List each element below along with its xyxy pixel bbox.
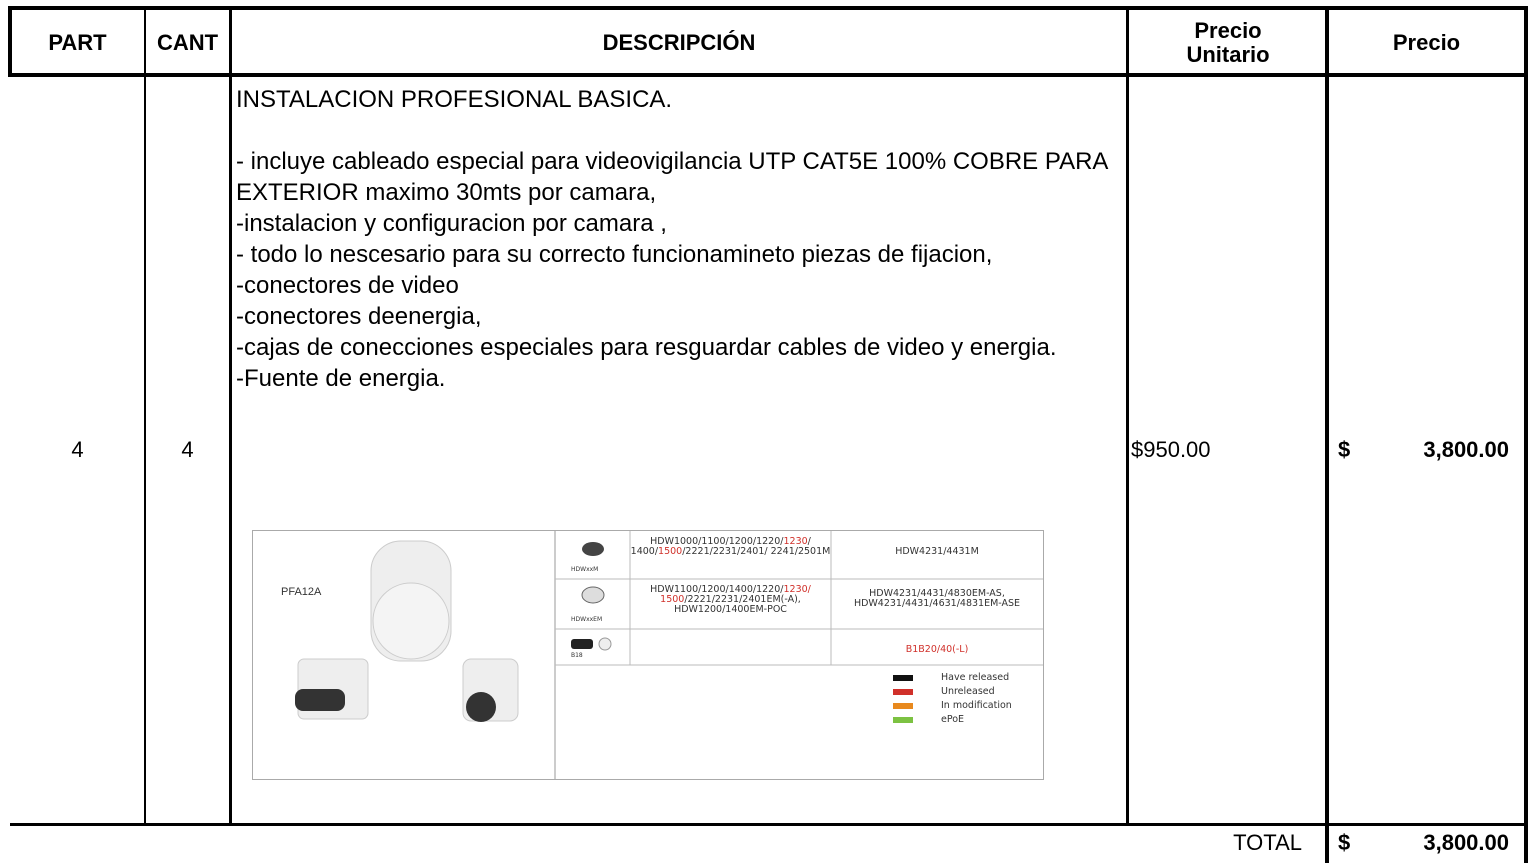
model-text: / 1400/ xyxy=(630,536,811,557)
total-label: TOTAL xyxy=(1233,830,1302,855)
border xyxy=(1126,6,1129,826)
product-name: PFA12A xyxy=(281,586,322,598)
model-text: /2221/2231/2401/ 2241/2501M xyxy=(682,546,831,557)
header-part: PART xyxy=(48,29,107,55)
model-text: 1500 xyxy=(658,546,683,557)
icon-label: B18 xyxy=(571,652,583,659)
legend-swatch xyxy=(893,675,913,681)
compatible-text: HDW4231/4431M xyxy=(895,546,979,557)
description-line: -instalacion y configuracion por camara … xyxy=(236,210,667,237)
compatible: HDW4231/4431/4830EM-AS, HDW4231/4431/463… xyxy=(831,579,1043,629)
header-cant: CANT xyxy=(156,29,219,55)
description-line: -cajas de conecciones especiales para re… xyxy=(236,334,1057,361)
model-text: /2221/2231/2401EM(-A), HDW1200/1400EM-PO… xyxy=(674,594,801,615)
price-symbol: $ xyxy=(1338,437,1351,462)
border xyxy=(144,6,146,826)
legend-swatch xyxy=(893,717,913,723)
legend-swatch xyxy=(893,703,913,709)
model-text: 1230/ 1500 xyxy=(660,584,811,605)
compatible-text: B1B20/40(-L) xyxy=(905,644,969,655)
total-symbol: $ xyxy=(1338,830,1351,855)
price: 3,800.00 xyxy=(1423,437,1509,462)
description-line: -Fuente de energia. xyxy=(236,365,446,392)
part: 4 xyxy=(71,437,84,462)
model-text: HDW1000/1100/1200/1220/ xyxy=(650,536,784,547)
icon-label: HDWxxEM xyxy=(571,616,603,623)
border xyxy=(8,6,12,77)
legend-label: Have released xyxy=(941,672,1010,683)
models: HDW1100/1200/1400/1220/1230/ 1500/2221/2… xyxy=(630,579,831,629)
compatible-text: HDW4231/4431/4830EM-AS, HDW4231/4431/463… xyxy=(853,588,1021,609)
models xyxy=(630,629,831,665)
legend-swatch xyxy=(893,689,913,695)
border xyxy=(229,6,232,826)
models: HDW1000/1100/1200/1220/1230/ 1400/1500/2… xyxy=(630,531,831,579)
border xyxy=(1325,6,1329,863)
header-unit-price: Precio Unitario xyxy=(1186,17,1270,67)
border xyxy=(10,73,1528,77)
description-line: - incluye cableado especial para videovi… xyxy=(236,148,1108,206)
model-text: 1230 xyxy=(783,536,808,547)
model-text: HDW1100/1200/1400/1220/ xyxy=(650,584,784,595)
description: INSTALACION PROFESIONAL BASICA. - incluye… xyxy=(236,84,1121,394)
border xyxy=(10,823,1528,826)
description-line: INSTALACION PROFESIONAL BASICA. xyxy=(236,86,673,113)
header-price: Precio xyxy=(1392,29,1461,55)
total-amount: 3,800.00 xyxy=(1423,830,1509,855)
border xyxy=(1524,6,1528,863)
legend-label: ePoE xyxy=(941,714,965,725)
description-line: -conectores deenergia, xyxy=(236,303,482,330)
icon-label: HDWxxM xyxy=(571,566,599,573)
image-drawing xyxy=(295,531,1043,779)
cant: 4 xyxy=(181,437,194,462)
legend-label: In modification xyxy=(941,700,1012,711)
description-line: -conectores de video xyxy=(236,272,459,299)
unit-price: $950.00 xyxy=(1131,437,1211,462)
description-line: - todo lo nescesario para su correcto fu… xyxy=(236,241,993,268)
border xyxy=(10,6,1528,10)
compatible: HDW4231/4431M xyxy=(831,531,1043,579)
compatible: B1B20/40(-L) xyxy=(831,629,1043,665)
product-image: PFA12A HDWxxM HDW1000/1100/1200/1220/1230… xyxy=(252,530,1044,780)
header-description: DESCRIPCIÓN xyxy=(602,29,756,55)
legend-label: Unreleased xyxy=(941,686,995,697)
